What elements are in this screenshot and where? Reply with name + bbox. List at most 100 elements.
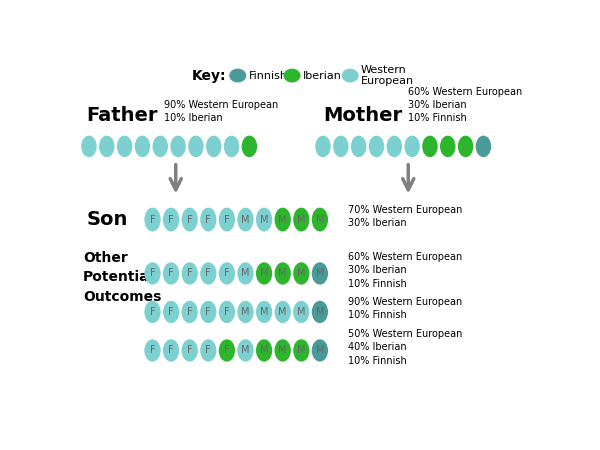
Ellipse shape	[238, 301, 254, 323]
Text: Key:: Key:	[191, 68, 226, 82]
Ellipse shape	[293, 301, 310, 323]
Ellipse shape	[182, 339, 198, 362]
Ellipse shape	[315, 135, 331, 157]
Text: M: M	[297, 346, 305, 356]
Text: M: M	[260, 307, 268, 317]
Text: M: M	[278, 346, 287, 356]
Ellipse shape	[145, 207, 161, 231]
Ellipse shape	[200, 301, 217, 323]
Ellipse shape	[163, 262, 179, 284]
Text: M: M	[260, 346, 268, 356]
Ellipse shape	[200, 262, 217, 284]
Ellipse shape	[275, 207, 291, 231]
Text: 90% Western European
10% Iberian: 90% Western European 10% Iberian	[164, 100, 278, 123]
Text: M: M	[297, 269, 305, 279]
Text: M: M	[241, 269, 250, 279]
Text: F: F	[205, 269, 211, 279]
Text: Finnish: Finnish	[248, 71, 287, 81]
Ellipse shape	[219, 262, 235, 284]
Ellipse shape	[312, 262, 328, 284]
Ellipse shape	[422, 135, 438, 157]
Ellipse shape	[200, 339, 217, 362]
Ellipse shape	[182, 301, 198, 323]
Text: F: F	[224, 307, 230, 317]
Text: M: M	[316, 346, 324, 356]
Text: F: F	[224, 346, 230, 356]
Ellipse shape	[188, 135, 203, 157]
Ellipse shape	[275, 339, 291, 362]
Ellipse shape	[145, 301, 161, 323]
Text: F: F	[187, 346, 193, 356]
Ellipse shape	[242, 135, 257, 157]
Ellipse shape	[163, 207, 179, 231]
Text: F: F	[149, 215, 155, 225]
Text: M: M	[278, 307, 287, 317]
Ellipse shape	[256, 262, 272, 284]
Text: M: M	[260, 215, 268, 225]
Text: F: F	[205, 215, 211, 225]
Text: F: F	[224, 269, 230, 279]
Text: 60% Western European
30% Iberian
10% Finnish: 60% Western European 30% Iberian 10% Fin…	[348, 252, 462, 288]
Ellipse shape	[256, 301, 272, 323]
Text: M: M	[241, 346, 250, 356]
Ellipse shape	[293, 262, 310, 284]
Text: M: M	[297, 215, 305, 225]
Ellipse shape	[369, 135, 384, 157]
Ellipse shape	[293, 207, 310, 231]
Ellipse shape	[182, 262, 198, 284]
Text: F: F	[205, 307, 211, 317]
Ellipse shape	[229, 69, 246, 82]
Text: F: F	[187, 269, 193, 279]
Ellipse shape	[219, 301, 235, 323]
Ellipse shape	[145, 262, 161, 284]
Ellipse shape	[256, 339, 272, 362]
Ellipse shape	[341, 69, 359, 82]
Ellipse shape	[163, 339, 179, 362]
Ellipse shape	[145, 339, 161, 362]
Ellipse shape	[206, 135, 221, 157]
Text: F: F	[168, 215, 174, 225]
Ellipse shape	[238, 339, 254, 362]
Text: Iberian: Iberian	[303, 71, 342, 81]
Text: Western
European: Western European	[361, 65, 414, 86]
Text: M: M	[278, 269, 287, 279]
Ellipse shape	[117, 135, 133, 157]
Text: M: M	[260, 269, 268, 279]
Ellipse shape	[99, 135, 115, 157]
Ellipse shape	[163, 301, 179, 323]
Ellipse shape	[458, 135, 473, 157]
Text: F: F	[168, 346, 174, 356]
Text: 70% Western European
30% Iberian: 70% Western European 30% Iberian	[348, 205, 462, 228]
Text: F: F	[187, 307, 193, 317]
Text: Son: Son	[86, 210, 128, 229]
Ellipse shape	[134, 135, 150, 157]
Ellipse shape	[224, 135, 239, 157]
Text: M: M	[316, 215, 324, 225]
Text: M: M	[241, 307, 250, 317]
Ellipse shape	[476, 135, 491, 157]
Text: F: F	[168, 307, 174, 317]
Ellipse shape	[351, 135, 367, 157]
Text: 50% Western European
40% Iberian
10% Finnish: 50% Western European 40% Iberian 10% Fin…	[348, 329, 462, 365]
Ellipse shape	[404, 135, 420, 157]
Text: F: F	[149, 269, 155, 279]
Text: M: M	[316, 307, 324, 317]
Text: F: F	[205, 346, 211, 356]
Ellipse shape	[440, 135, 455, 157]
Text: Mother: Mother	[323, 106, 402, 125]
Ellipse shape	[152, 135, 168, 157]
Ellipse shape	[312, 207, 328, 231]
Ellipse shape	[333, 135, 349, 157]
Ellipse shape	[182, 207, 198, 231]
Ellipse shape	[283, 69, 301, 82]
Text: 90% Western European
10% Finnish: 90% Western European 10% Finnish	[348, 297, 462, 320]
Ellipse shape	[275, 262, 291, 284]
Ellipse shape	[219, 207, 235, 231]
Text: F: F	[187, 215, 193, 225]
Text: Father: Father	[86, 106, 158, 125]
Ellipse shape	[275, 301, 291, 323]
Ellipse shape	[386, 135, 402, 157]
Ellipse shape	[293, 339, 310, 362]
Text: Other
Potential
Outcomes: Other Potential Outcomes	[83, 251, 161, 304]
Text: F: F	[149, 307, 155, 317]
